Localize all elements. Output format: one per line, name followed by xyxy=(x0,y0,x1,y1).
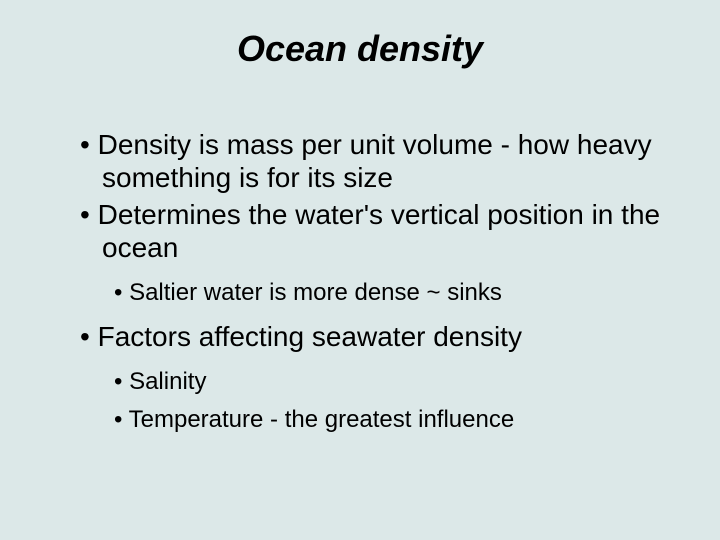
slide-title: Ocean density xyxy=(50,28,670,70)
bullet-sub-item: Salinity xyxy=(114,367,670,397)
bullet-item: Density is mass per unit volume - how he… xyxy=(80,128,670,194)
bullet-item: Factors affecting seawater density xyxy=(80,320,670,353)
slide-container: Ocean density Density is mass per unit v… xyxy=(0,0,720,540)
bullet-sub-item: Saltier water is more dense ~ sinks xyxy=(114,278,670,308)
bullet-item: Determines the water's vertical position… xyxy=(80,198,670,264)
bullet-sub-item: Temperature - the greatest influence xyxy=(114,405,670,435)
